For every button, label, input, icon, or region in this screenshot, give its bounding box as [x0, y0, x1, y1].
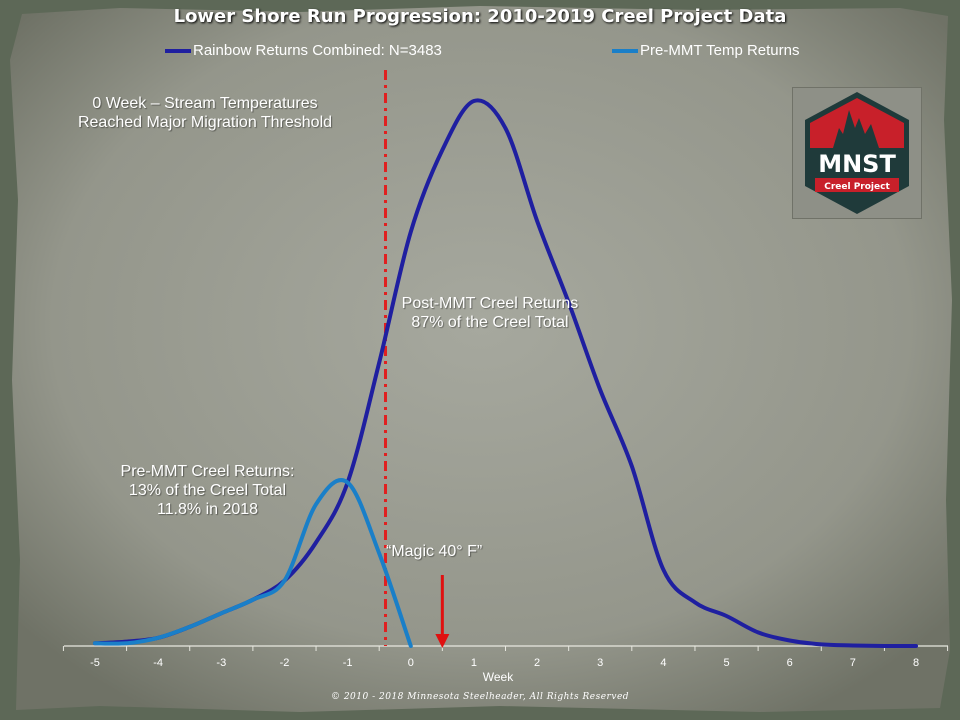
legend-swatch-pre: [612, 48, 638, 53]
x-tick-label: 3: [597, 657, 603, 669]
x-tick-label: 4: [660, 657, 666, 669]
legend-swatch-combined: [165, 48, 191, 53]
x-tick-label: -1: [343, 657, 353, 669]
x-tick-label: 7: [850, 657, 856, 669]
x-tick-label: 1: [471, 657, 477, 669]
x-tick-label: -4: [153, 657, 163, 669]
legend-label-combined: Rainbow Returns Combined: N=3483: [193, 42, 442, 59]
x-axis-title: Week: [483, 670, 514, 684]
mnst-logo-badge: MNST Creel Project: [805, 92, 909, 214]
magic-40-annotation: “Magic 40° F”: [386, 543, 483, 560]
x-tick-label: -2: [280, 657, 290, 669]
x-tick-label: 8: [913, 657, 919, 669]
legend-item-pre: Pre-MMT Temp Returns: [612, 42, 800, 59]
x-tick-label: 6: [787, 657, 793, 669]
legend-item-combined: Rainbow Returns Combined: N=3483: [165, 42, 442, 59]
post-mmt-annotation: Post-MMT Creel Returns 87% of the Creel …: [401, 295, 579, 331]
threshold-annotation: 0 Week – Stream Temperatures Reached Maj…: [77, 95, 333, 131]
magic-arrow-head: [435, 634, 450, 648]
copyright-text: © 2010 - 2018 Minnesota Steelheader, All…: [330, 692, 630, 702]
logo-main-text: MNST: [818, 150, 896, 178]
pre-mmt-annotation: Pre-MMT Creel Returns: 13% of the Creel …: [120, 463, 295, 518]
x-tick-label: 2: [534, 657, 540, 669]
series-group: [93, 98, 918, 649]
mnst-logo: MNST Creel Project: [792, 87, 922, 219]
x-tick-label: -3: [216, 657, 226, 669]
magic-arrow-group: [435, 575, 450, 648]
x-tick-label: 5: [723, 657, 729, 669]
legend-label-pre: Pre-MMT Temp Returns: [640, 42, 800, 59]
series-line-pre-mmt: [93, 478, 413, 648]
chart-title: Lower Shore Run Progression: 2010-2019 C…: [173, 6, 787, 27]
x-tick-label: -5: [90, 657, 100, 669]
x-axis: -5 -4 -3 -2 -1 0 1 2 3 4 5 6 7 8: [62, 645, 949, 669]
x-tick-label: 0: [408, 657, 414, 669]
logo-sub-text: Creel Project: [824, 182, 890, 192]
